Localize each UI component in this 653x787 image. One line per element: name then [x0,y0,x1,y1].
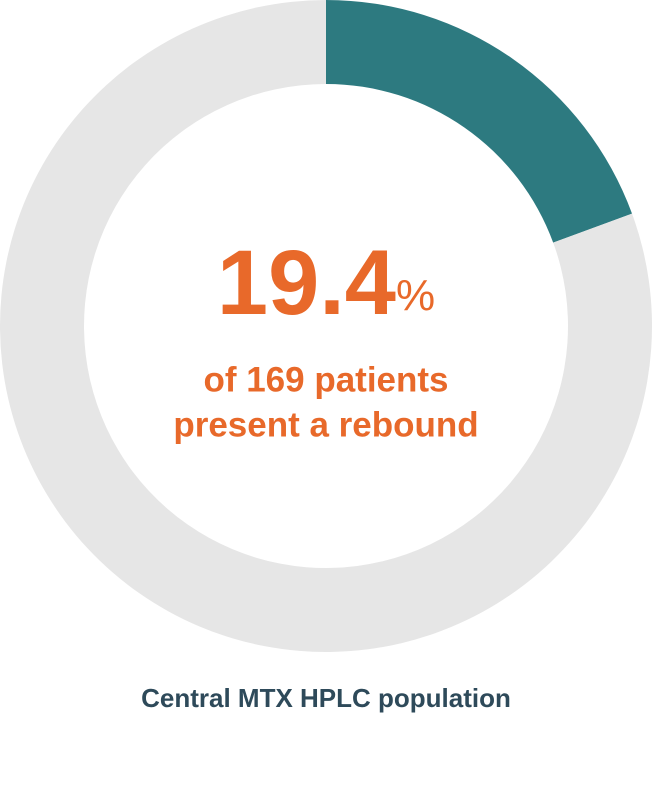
annotation: present a rebound [173,405,478,444]
annotation: of 169 patients [203,360,448,399]
caption: Central MTX HPLC population [141,683,511,713]
donut [0,0,652,652]
value-label: 19.4% [217,232,435,334]
donut-slice [326,0,633,243]
